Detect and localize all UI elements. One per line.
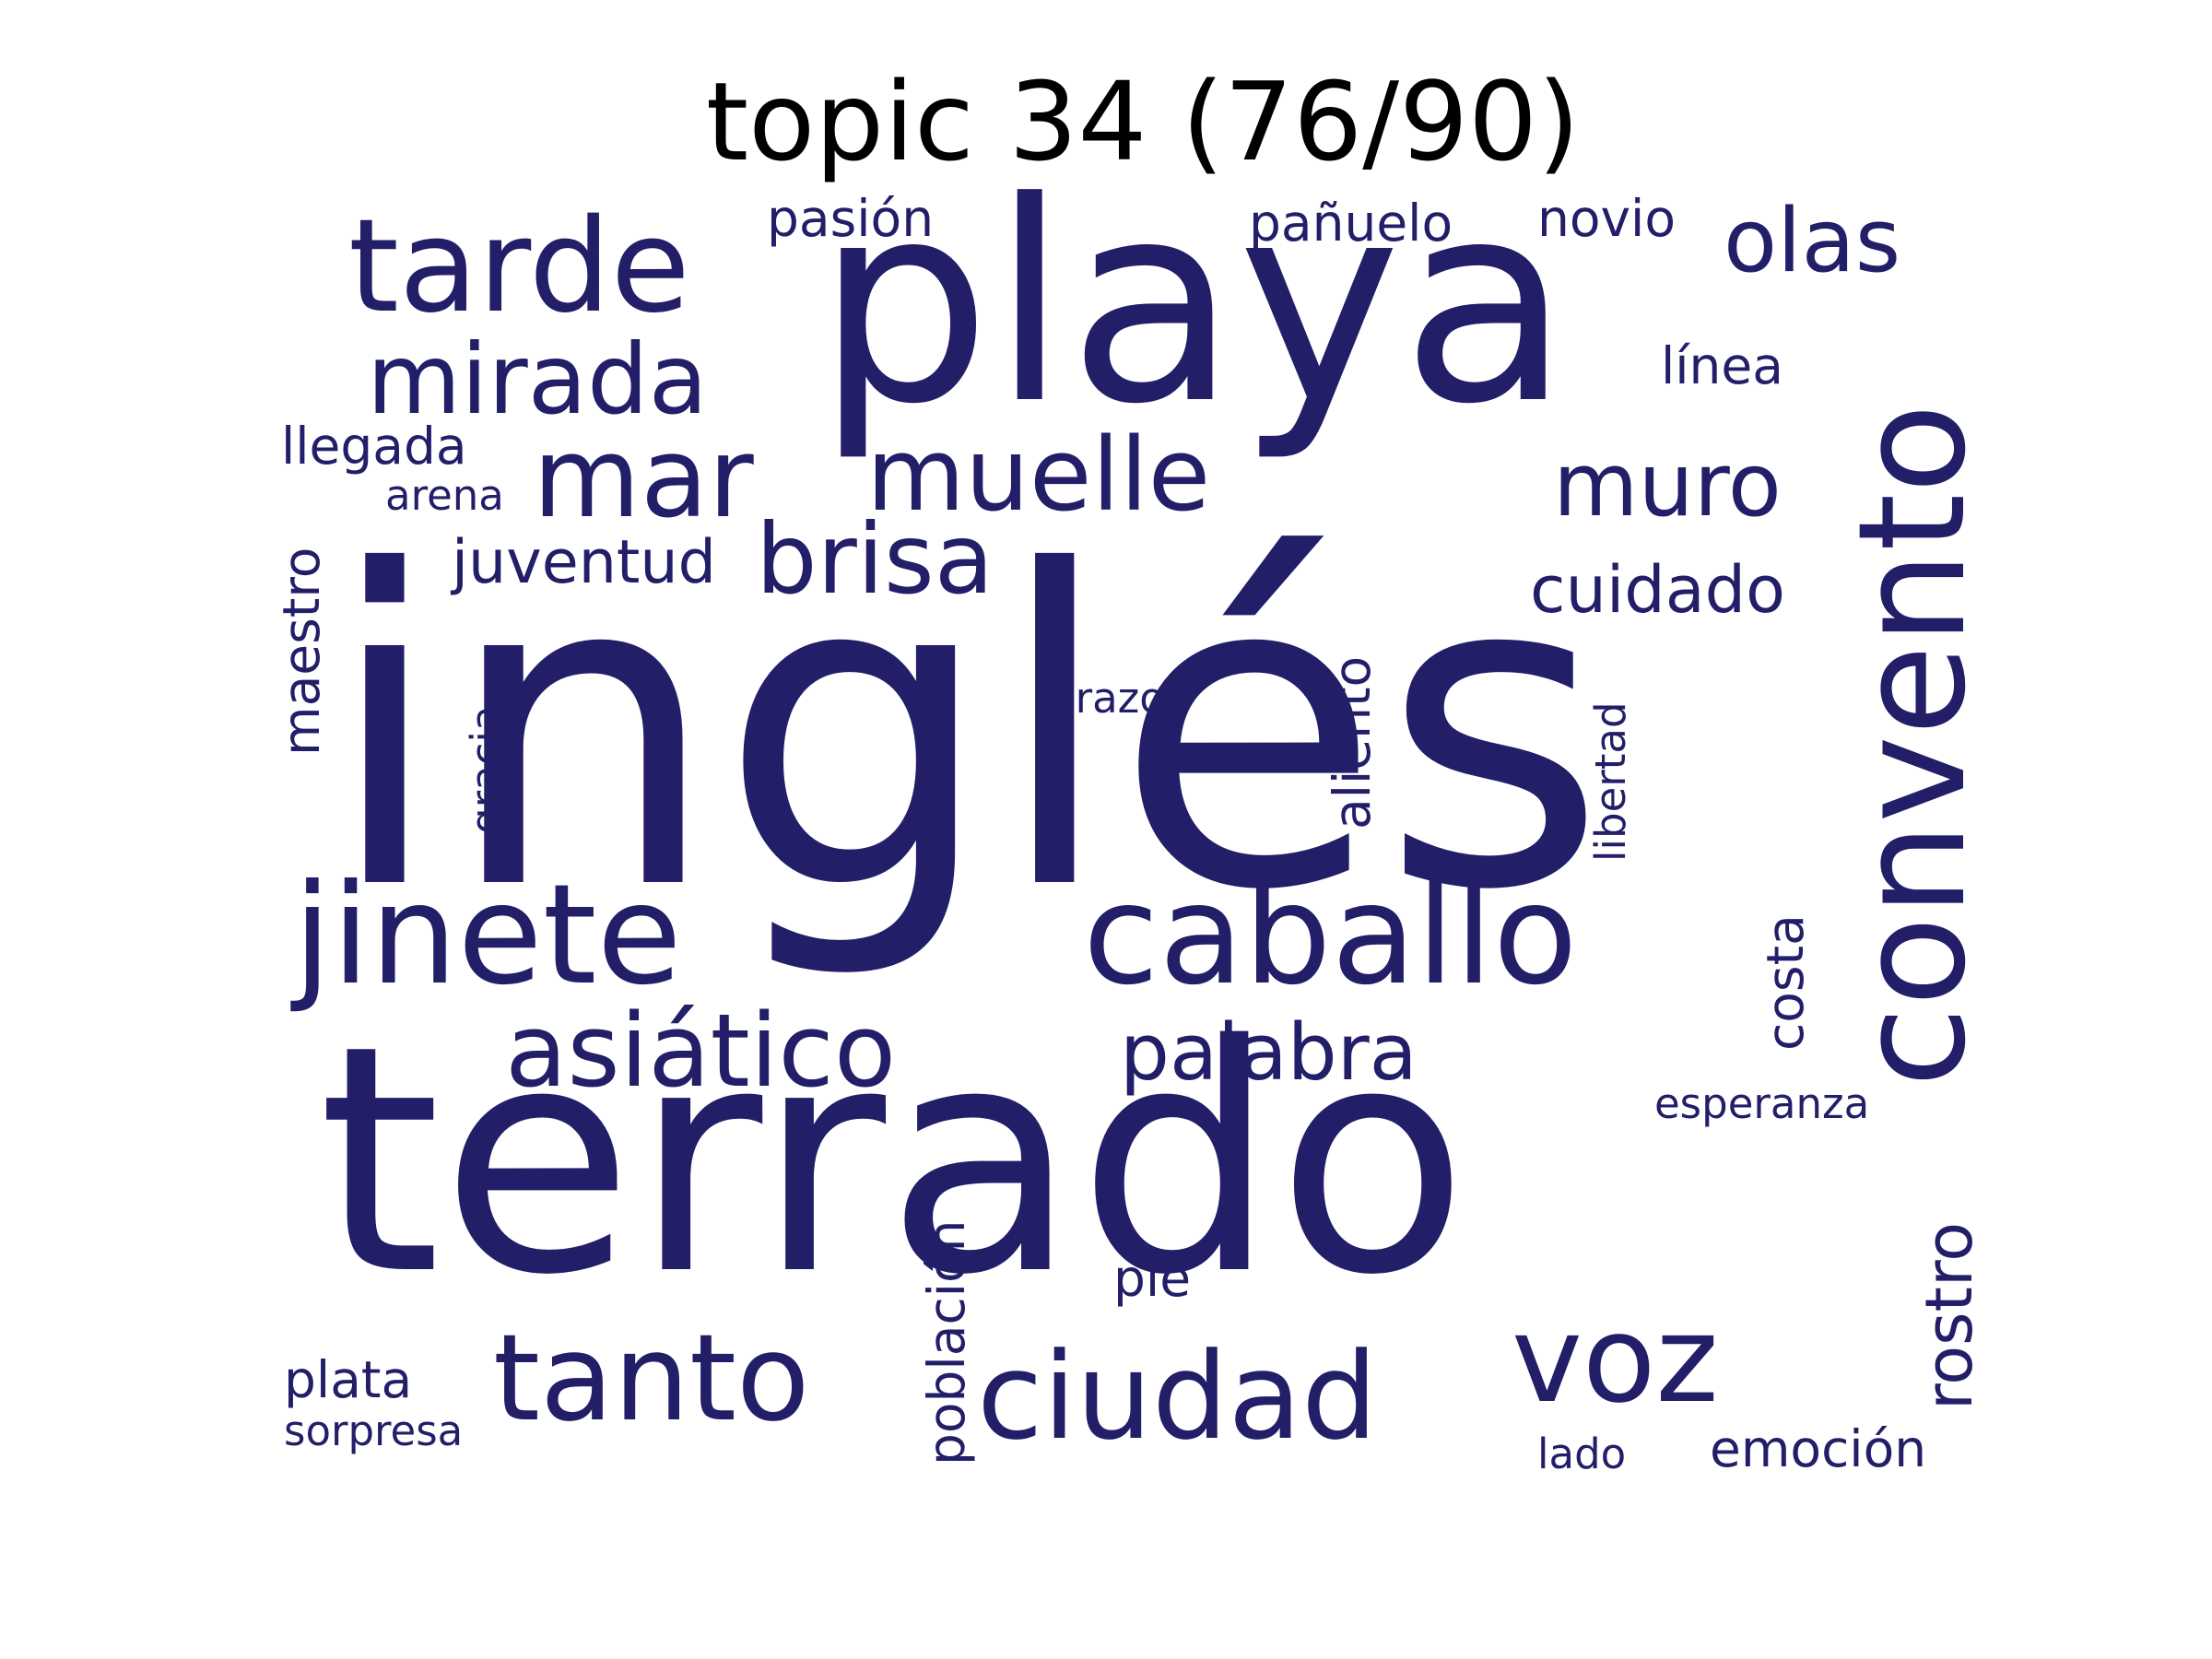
word-costa: costa	[1756, 914, 1815, 1051]
word-gracia: gracia	[462, 705, 511, 834]
word-brisa: brisa	[756, 503, 994, 616]
word-mirada: mirada	[367, 324, 708, 436]
word-novio: novio	[1537, 189, 1676, 248]
word-juventud: juventud	[452, 528, 716, 597]
word-pasion: pasión	[767, 189, 935, 248]
word-playa: playa	[816, 143, 1571, 465]
word-lado: lado	[1537, 1430, 1627, 1478]
word-emocion: emoción	[1710, 1419, 1927, 1478]
word-brazo: brazo	[1049, 674, 1165, 723]
word-plata: plata	[284, 1350, 413, 1409]
word-olas: olas	[1724, 191, 1901, 292]
word-aliento: aliento	[1323, 655, 1382, 830]
word-tanto: tanto	[493, 1308, 810, 1448]
word-rostro: rostro	[1912, 1221, 1987, 1410]
word-cuidado: cuidado	[1530, 552, 1785, 628]
word-tarde: tarde	[348, 192, 690, 342]
word-muro: muro	[1553, 435, 1782, 536]
word-muelle: muelle	[866, 416, 1211, 534]
figure-title: topic 34 (76/90)	[705, 58, 1581, 185]
word-voz: voz	[1512, 1289, 1719, 1430]
word-sorpresa: sorpresa	[284, 1406, 464, 1455]
word-linea: línea	[1661, 336, 1783, 395]
word-terrado: terrado	[318, 979, 1469, 1344]
word-esperanza: esperanza	[1654, 1079, 1870, 1128]
word-maestro: maestro	[272, 547, 331, 756]
word-arena: arena	[385, 471, 504, 520]
word-llegada: llegada	[281, 417, 467, 476]
word-convento: convento	[1826, 403, 1998, 1088]
word-pie: pie	[1113, 1249, 1192, 1308]
word-mar: mar	[533, 415, 754, 543]
word-poblacion: población	[917, 1219, 976, 1466]
word-palabra: palabra	[1120, 1007, 1418, 1099]
word-ingles: inglés	[324, 480, 1607, 984]
word-panuelo: pañuelo	[1249, 194, 1453, 253]
word-ciudad: ciudad	[977, 1326, 1378, 1466]
word-jinete: jinete	[293, 855, 682, 1016]
word-caballo: caballo	[1083, 855, 1578, 1016]
word-libertad: libertad	[1586, 701, 1635, 862]
word-asiatico: asiático	[505, 992, 897, 1110]
